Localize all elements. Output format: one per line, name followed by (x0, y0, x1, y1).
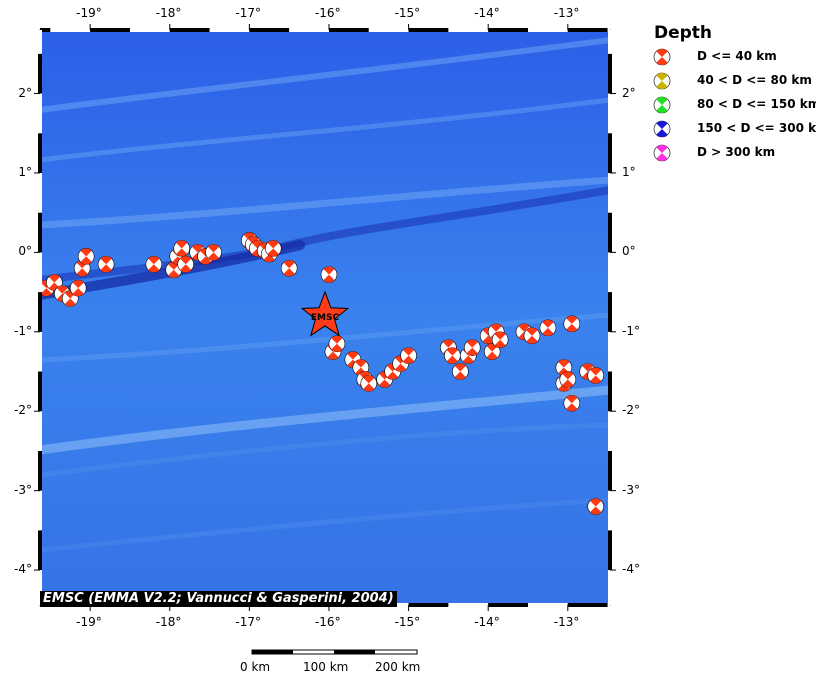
legend-beachball-icon (653, 48, 671, 66)
legend-symbol-3 (653, 120, 671, 138)
event-marker-12 (177, 255, 194, 273)
event-marker-11 (173, 240, 191, 257)
lon-label-top-3: -16° (314, 6, 341, 20)
lat-label-left-2: 0° (18, 244, 32, 259)
bathymetry-map: EMSC (40, 30, 610, 605)
lon-label-bottom-3: -16° (314, 615, 341, 629)
epicenter-label: EMSC (311, 313, 340, 323)
lat-label-left-1: 1° (18, 164, 32, 179)
event-marker-15 (205, 244, 222, 261)
lon-label-top-2: -17° (235, 6, 261, 20)
event-marker-36 (452, 363, 469, 380)
lon-label-bottom-2: -17° (235, 615, 261, 629)
event-marker-22 (280, 259, 298, 277)
lon-label-bottom-4: -15° (394, 615, 421, 629)
lon-label-top-6: -13° (553, 6, 580, 20)
event-marker-49 (559, 371, 577, 388)
event-marker-4 (69, 279, 87, 297)
lat-label-right-1: 1° (622, 164, 636, 179)
legend-beachball-icon (653, 120, 671, 138)
lat-label-left-6: -4° (14, 562, 32, 577)
lon-label-top-5: -14° (474, 6, 500, 20)
event-marker-7 (97, 255, 115, 273)
legend-title: Depth (654, 23, 713, 43)
lat-label-right-6: -4° (622, 562, 640, 577)
event-marker-29 (360, 375, 378, 392)
event-marker-25 (328, 335, 346, 353)
event-marker-21 (264, 240, 282, 257)
legend-symbol-4 (653, 144, 671, 162)
legend-label-2: 80 < D <= 150 km (697, 97, 816, 111)
lon-label-bottom-0: -19° (76, 615, 102, 629)
event-marker-42 (491, 331, 509, 349)
scale-label-100: 100 km (303, 660, 349, 674)
lon-label-top-1: -18° (155, 6, 182, 20)
legend-label-4: D > 300 km (697, 145, 776, 159)
scale-label-0: 0 km (240, 660, 271, 674)
legend-label-3: 150 < D <= 300 km (697, 121, 816, 135)
lat-label-right-5: -3° (622, 482, 640, 497)
credit-label: EMSC (EMMA V2.2; Vannucci & Gasperini, 2… (40, 591, 397, 607)
legend-label-1: 40 < D <= 80 km (697, 73, 812, 87)
event-marker-46 (563, 315, 581, 333)
event-marker-33 (400, 347, 417, 364)
event-marker-52 (587, 367, 604, 384)
lat-label-left-5: -3° (14, 482, 32, 497)
legend-symbol-2 (653, 96, 671, 114)
lat-label-right-0: 2° (622, 85, 636, 100)
event-marker-23 (320, 266, 338, 283)
lat-label-right-4: -2° (622, 403, 640, 418)
lon-label-top-0: -19° (76, 6, 102, 20)
event-marker-35 (444, 347, 461, 364)
lat-label-left-3: -1° (14, 323, 32, 338)
lon-label-bottom-5: -14° (474, 615, 500, 629)
lat-label-right-2: 0° (622, 244, 636, 259)
lon-label-bottom-6: -13° (553, 615, 580, 629)
lon-label-bottom-1: -18° (155, 615, 182, 629)
legend-symbol-1 (653, 72, 671, 90)
event-marker-53 (587, 498, 604, 515)
lat-label-left-4: -2° (14, 403, 32, 418)
lat-label-left-0: 2° (18, 85, 32, 100)
lon-label-top-4: -15° (394, 6, 421, 20)
legend-label-0: D <= 40 km (697, 49, 777, 63)
event-marker-38 (463, 339, 481, 356)
event-marker-8 (145, 255, 163, 273)
legend-beachball-icon (653, 72, 671, 90)
lat-label-right-3: -1° (622, 323, 640, 338)
legend-beachball-icon (653, 96, 671, 114)
scale-label-200: 200 km (375, 660, 421, 674)
event-marker-45 (539, 319, 557, 337)
event-marker-44 (523, 327, 541, 345)
event-marker-50 (563, 394, 581, 412)
event-marker-6 (77, 248, 95, 265)
legend-beachball-icon (653, 144, 671, 162)
map-area[interactable]: EMSC (40, 30, 610, 605)
legend-symbol-0 (653, 48, 671, 66)
